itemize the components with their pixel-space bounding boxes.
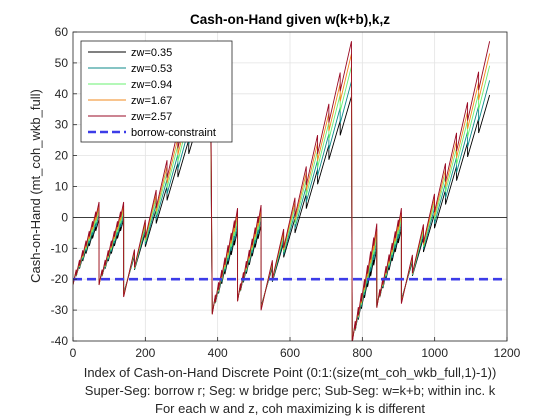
x-axis-label-line-1: Index of Cash-on-Hand Discrete Point (0:… — [84, 365, 497, 380]
y-tick-label-1: -30 — [51, 303, 69, 317]
y-tick-label-5: 10 — [55, 180, 69, 194]
legend-label-1: zw=0.53 — [131, 63, 172, 75]
y-tick-label-4: 0 — [61, 210, 68, 224]
x-axis-label-line-3: For each w and z, coh maximizing k is di… — [155, 401, 425, 416]
x-tick-label-1: 200 — [135, 346, 155, 360]
legend-label-5: borrow-constraint — [131, 127, 216, 139]
chart-title: Cash-on-Hand given w(k+b),k,z — [190, 12, 390, 27]
x-tick-label-0: 0 — [70, 346, 77, 360]
legend-box — [80, 40, 233, 143]
legend-label-0: zw=0.35 — [131, 47, 172, 59]
x-tick-label-3: 600 — [280, 346, 300, 360]
y-axis-label: Cash-on-Hand (mt_coh_wkb_full) — [28, 89, 43, 283]
x-tick-label-2: 400 — [208, 346, 228, 360]
y-tick-label-10: 60 — [55, 25, 69, 39]
y-tick-label-8: 40 — [55, 87, 69, 101]
y-tick-label-6: 20 — [55, 149, 69, 163]
y-tick-label-0: -40 — [51, 334, 69, 348]
legend: zw=0.35 zw=0.53 zw=0.94 zw=1.67 zw=2.57 borro… — [80, 40, 233, 143]
y-tick-label-2: -20 — [51, 272, 69, 286]
y-tick-label-9: 50 — [55, 56, 69, 70]
x-axis-ticks: 0 200 400 600 800 1000 1200 — [70, 337, 521, 360]
legend-label-3: zw=1.67 — [131, 95, 172, 107]
x-tick-label-6: 1200 — [494, 346, 521, 360]
legend-label-2: zw=0.94 — [131, 79, 172, 91]
x-tick-label-5: 1000 — [421, 346, 448, 360]
series-layer — [73, 41, 507, 341]
x-tick-label-4: 800 — [352, 346, 372, 360]
y-tick-label-3: -10 — [51, 241, 69, 255]
y-tick-label-7: 30 — [55, 118, 69, 132]
series-line-4 — [73, 41, 491, 341]
y-axis-ticks: -40 -30 -20 -10 0 10 20 30 40 50 60 — [51, 25, 77, 348]
x-axis-label-line-2: Super-Seg: borrow r; Seg: w bridge perc;… — [85, 383, 496, 398]
legend-label-4: zw=2.57 — [131, 111, 172, 123]
